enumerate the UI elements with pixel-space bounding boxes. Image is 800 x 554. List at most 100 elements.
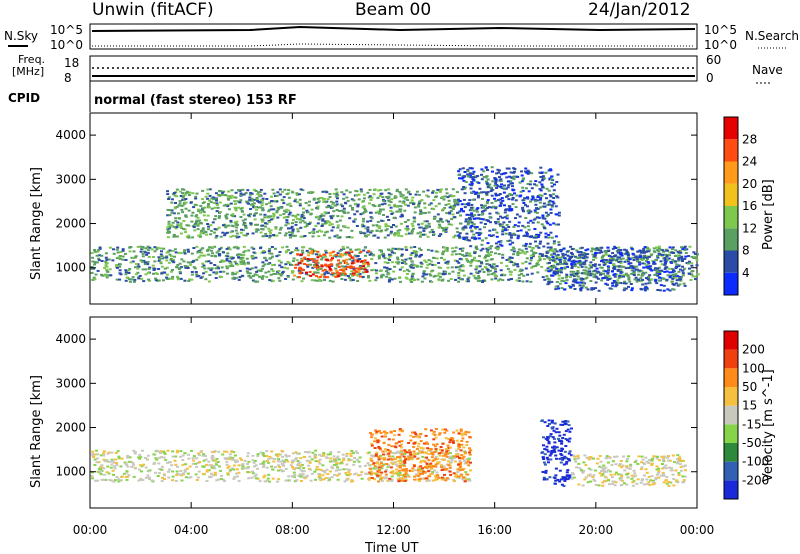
data-cell <box>674 260 678 263</box>
data-cell <box>434 463 438 466</box>
data-cell <box>399 192 403 195</box>
data-cell <box>412 464 416 466</box>
data-cell <box>332 250 336 253</box>
data-cell <box>423 220 427 223</box>
data-cell <box>644 271 648 274</box>
data-cell <box>351 279 355 282</box>
data-cell <box>132 250 136 253</box>
data-cell <box>351 208 355 211</box>
data-cell <box>117 455 121 458</box>
data-cell <box>261 453 265 456</box>
data-cell <box>495 242 498 245</box>
data-cell <box>637 273 641 276</box>
data-cell <box>295 194 299 196</box>
data-cell <box>244 225 247 228</box>
data-cell <box>606 271 610 274</box>
data-cell <box>349 459 353 461</box>
data-cell <box>468 239 472 242</box>
data-cell <box>167 277 171 280</box>
data-cell <box>512 261 516 264</box>
data-cell <box>432 208 436 211</box>
data-cell <box>420 449 424 452</box>
data-cell <box>229 197 233 199</box>
data-cell <box>364 472 368 475</box>
data-cell <box>438 190 442 193</box>
data-cell <box>681 274 685 277</box>
data-cell <box>584 259 588 262</box>
data-cell <box>228 264 232 267</box>
data-cell <box>413 211 417 214</box>
data-cell <box>619 258 623 261</box>
data-cell <box>473 225 477 228</box>
data-cell <box>322 453 326 456</box>
data-cell <box>375 224 379 227</box>
y-tick-label: 1000 <box>55 261 86 275</box>
data-cell <box>488 212 492 215</box>
data-cell <box>286 261 290 263</box>
data-cell <box>412 227 415 230</box>
data-cell <box>399 215 403 218</box>
data-cell <box>169 258 173 261</box>
data-cell <box>184 231 188 234</box>
data-cell <box>420 226 423 229</box>
data-cell <box>525 171 529 174</box>
data-cell <box>382 214 385 216</box>
data-cell <box>429 274 433 277</box>
data-cell <box>377 480 380 483</box>
data-cell <box>447 464 451 467</box>
data-cell <box>322 452 326 455</box>
data-cell <box>690 273 694 276</box>
data-cell <box>320 273 324 276</box>
data-cell <box>392 224 395 226</box>
data-cell <box>550 280 554 283</box>
data-cell <box>317 254 321 257</box>
data-cell <box>470 229 473 232</box>
data-cell <box>343 212 347 214</box>
data-cell <box>436 213 440 216</box>
data-cell <box>315 230 319 233</box>
data-cell <box>410 232 414 235</box>
data-cell <box>289 227 293 230</box>
data-cell <box>391 470 395 473</box>
data-cell <box>272 234 276 236</box>
data-cell <box>410 456 414 459</box>
data-cell <box>336 478 340 481</box>
data-cell <box>636 278 640 281</box>
data-cell <box>403 260 407 263</box>
data-cell <box>299 464 303 467</box>
data-cell <box>306 273 310 276</box>
data-cell <box>201 454 205 457</box>
data-cell <box>107 472 111 475</box>
data-cell <box>206 188 210 191</box>
data-cell <box>580 286 584 289</box>
data-cell <box>483 257 487 260</box>
data-cell <box>190 449 193 452</box>
data-cell <box>213 228 217 231</box>
data-cell <box>464 471 468 474</box>
data-cell <box>139 250 143 253</box>
data-cell <box>470 191 473 194</box>
data-cell <box>464 237 468 240</box>
data-cell <box>647 250 651 253</box>
data-cell <box>400 429 404 432</box>
data-cell <box>447 220 450 223</box>
data-cell <box>529 200 532 203</box>
data-cell <box>658 273 662 275</box>
data-cell <box>252 461 256 464</box>
data-cell <box>219 261 222 263</box>
data-cell <box>410 259 414 262</box>
data-cell <box>373 437 377 440</box>
data-cell <box>207 280 211 283</box>
data-cell <box>448 211 451 214</box>
data-cell <box>110 451 114 454</box>
data-cell <box>549 269 553 272</box>
data-cell <box>507 184 511 187</box>
data-cell <box>568 258 572 261</box>
data-cell <box>604 282 608 285</box>
data-cell <box>239 253 243 256</box>
data-cell <box>619 251 623 254</box>
data-cell <box>611 252 615 255</box>
data-cell <box>271 264 275 267</box>
data-cell <box>445 455 449 458</box>
data-cell <box>334 188 338 191</box>
